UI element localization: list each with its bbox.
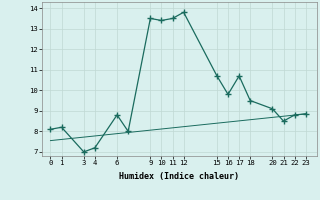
X-axis label: Humidex (Indice chaleur): Humidex (Indice chaleur) (119, 172, 239, 181)
